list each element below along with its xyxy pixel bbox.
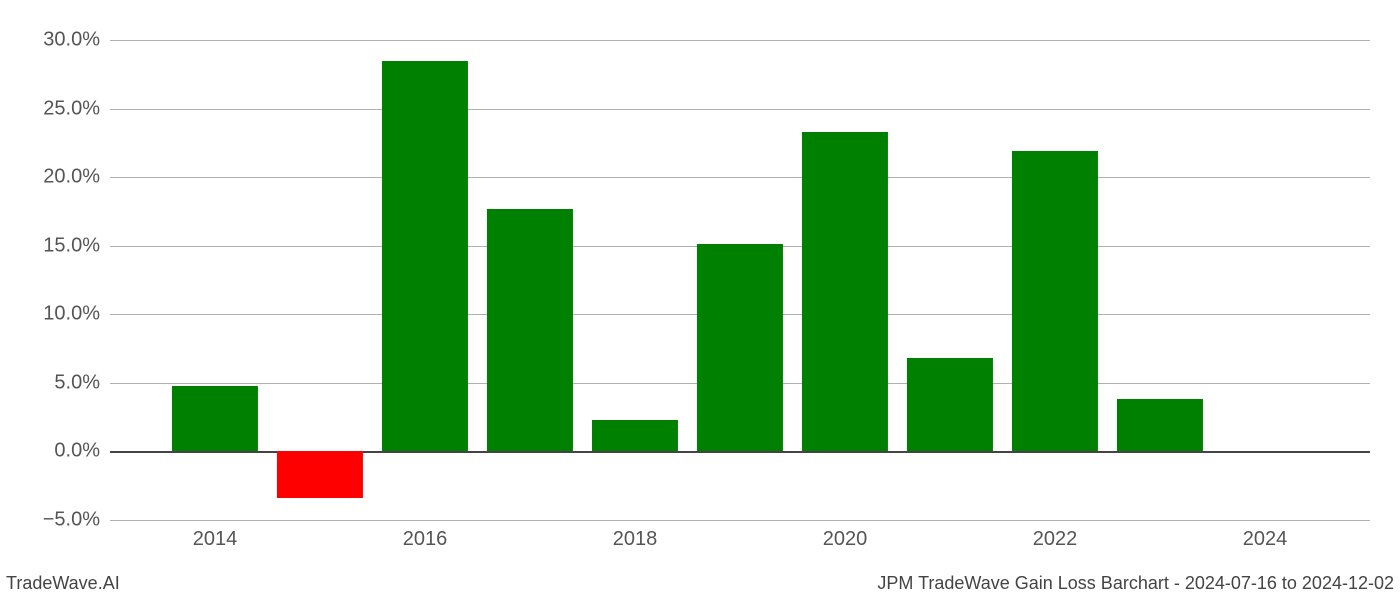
x-tick-label: 2014 xyxy=(193,520,238,551)
gridline xyxy=(110,109,1370,110)
bar xyxy=(382,61,468,452)
bar xyxy=(487,209,573,452)
y-tick-label: −5.0% xyxy=(43,509,110,532)
bar xyxy=(907,358,993,451)
chart-container: −5.0% 0.0% 5.0% 10.0% 15.0% 20.0% 25.0% 30.0% 20… xyxy=(0,0,1400,600)
bar xyxy=(172,386,258,452)
gridline xyxy=(110,177,1370,178)
gridline xyxy=(110,40,1370,41)
bar xyxy=(592,420,678,452)
y-tick-label: 0.0% xyxy=(54,440,110,463)
gridline xyxy=(110,520,1370,521)
y-tick-label: 15.0% xyxy=(43,234,110,257)
footer-right: JPM TradeWave Gain Loss Barchart - 2024-… xyxy=(877,573,1394,594)
x-tick-label: 2016 xyxy=(403,520,448,551)
bar xyxy=(277,451,363,498)
y-tick-label: 20.0% xyxy=(43,166,110,189)
plot-area: −5.0%0.0%5.0%10.0%15.0%20.0%25.0%30.0%20… xyxy=(110,40,1370,520)
y-tick-label: 30.0% xyxy=(43,29,110,52)
x-tick-label: 2018 xyxy=(613,520,658,551)
x-tick-label: 2020 xyxy=(823,520,868,551)
footer-left: TradeWave.AI xyxy=(6,573,120,594)
y-tick-label: 25.0% xyxy=(43,97,110,120)
y-tick-label: 5.0% xyxy=(54,371,110,394)
bar xyxy=(802,132,888,452)
y-tick-label: 10.0% xyxy=(43,303,110,326)
bar xyxy=(1117,399,1203,451)
bar xyxy=(697,244,783,451)
x-tick-label: 2022 xyxy=(1033,520,1078,551)
bar xyxy=(1012,151,1098,451)
x-tick-label: 2024 xyxy=(1243,520,1288,551)
